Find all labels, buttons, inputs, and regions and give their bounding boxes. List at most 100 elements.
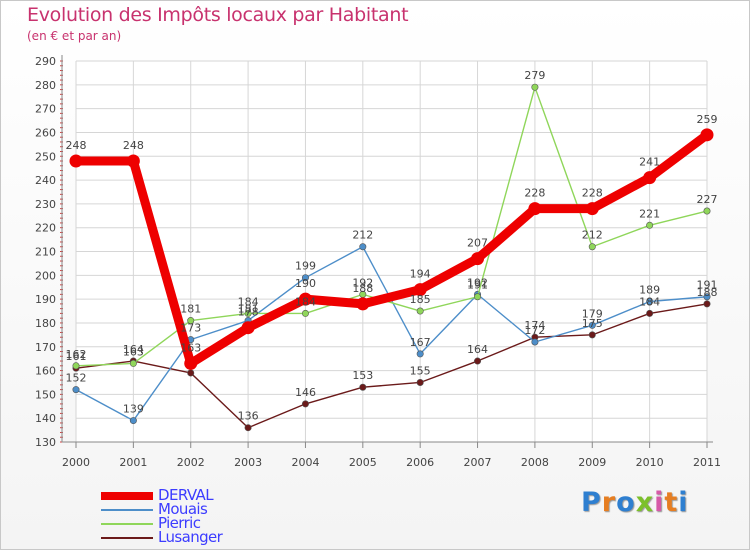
data-point-mouais [703, 293, 711, 301]
data-label-pierric: 221 [639, 207, 660, 220]
x-tick-label: 2010 [636, 456, 664, 469]
data-point-lusanger [646, 309, 654, 317]
data-label-lusanger: 146 [295, 386, 316, 399]
legend-swatch [101, 509, 153, 511]
data-label-pierric: 162 [66, 348, 87, 361]
data-point-pierric [588, 243, 596, 251]
legend-label: DERVAL [158, 486, 214, 504]
data-point-derval [126, 154, 140, 168]
x-tick-label: 2009 [578, 456, 606, 469]
data-point-derval [69, 154, 83, 168]
x-tick-label: 2003 [234, 456, 262, 469]
data-point-mouais [129, 417, 137, 425]
data-label-pierric: 227 [697, 193, 718, 206]
data-label-mouais: 212 [352, 229, 373, 242]
logo-letter: o [616, 487, 636, 518]
data-label-mouais: 191 [697, 279, 718, 292]
y-tick-label: 170 [35, 341, 56, 354]
data-label-derval: 241 [639, 156, 660, 169]
data-label-derval: 248 [66, 139, 87, 152]
chart-subtitle: (en € et par an) [27, 29, 122, 43]
y-tick-label: 130 [35, 436, 56, 449]
data-point-derval [528, 202, 542, 216]
data-point-mouais [301, 274, 309, 282]
data-label-pierric: 184 [295, 295, 316, 308]
data-label-derval: 259 [697, 113, 718, 126]
y-tick-label: 280 [35, 79, 56, 92]
data-point-derval [700, 128, 714, 142]
data-label-lusanger: 153 [352, 369, 373, 382]
series-layer [69, 83, 714, 432]
data-label-pierric: 181 [180, 303, 201, 316]
logo-letter: i [678, 487, 689, 518]
data-label-pierric: 192 [352, 276, 373, 289]
data-label-derval: 228 [582, 187, 603, 200]
chart-title: Evolution des Impôts locaux par Habitant [27, 4, 409, 26]
y-tick-label: 150 [35, 388, 56, 401]
y-tick-label: 260 [35, 126, 56, 139]
data-point-derval [298, 292, 312, 306]
data-point-derval [184, 356, 198, 370]
data-point-lusanger [416, 378, 424, 386]
data-point-pierric [129, 359, 137, 367]
data-label-lusanger: 184 [639, 295, 660, 308]
data-label-mouais: 173 [180, 322, 201, 335]
data-point-pierric [416, 307, 424, 315]
legend-label: Pierric [158, 514, 201, 532]
y-tick-label: 160 [35, 365, 56, 378]
data-point-pierric [301, 309, 309, 317]
logo-letter: P [581, 487, 602, 518]
data-label-derval: 178 [238, 306, 259, 319]
data-point-lusanger [703, 300, 711, 308]
data-label-lusanger: 164 [467, 343, 488, 356]
logo-letter: t [664, 487, 679, 518]
data-label-pierric: 163 [123, 345, 144, 358]
legend-label: Mouais [158, 500, 208, 518]
x-tick-label: 2005 [349, 456, 377, 469]
data-point-mouais [646, 298, 654, 306]
x-tick-label: 2008 [521, 456, 549, 469]
data-point-pierric [474, 293, 482, 301]
y-tick-label: 290 [35, 55, 56, 68]
data-point-mouais [72, 386, 80, 394]
proxiti-logo: Proxiti [581, 487, 689, 518]
data-label-lusanger: 174 [524, 319, 545, 332]
data-label-mouais: 139 [123, 403, 144, 416]
data-point-derval [643, 171, 657, 185]
data-label-derval: 190 [295, 277, 316, 290]
legend-swatch [101, 523, 153, 525]
data-point-mouais [416, 350, 424, 358]
y-tick-label: 140 [35, 412, 56, 425]
data-point-lusanger [588, 331, 596, 339]
data-label-derval: 163 [180, 341, 201, 354]
data-label-derval: 228 [524, 187, 545, 200]
y-tick-label: 250 [35, 150, 56, 163]
legend-swatch [101, 537, 153, 539]
data-point-derval [356, 297, 370, 311]
data-point-derval [241, 321, 255, 335]
data-label-lusanger: 188 [697, 286, 718, 299]
data-label-lusanger: 136 [238, 410, 259, 423]
data-label-pierric: 191 [467, 279, 488, 292]
x-tick-label: 2011 [693, 456, 721, 469]
data-label-lusanger: 161 [66, 350, 87, 363]
data-label-mouais: 189 [639, 284, 660, 297]
y-tick-label: 190 [35, 293, 56, 306]
data-point-pierric [72, 362, 80, 370]
data-point-lusanger [187, 369, 195, 377]
legend-swatch [101, 492, 153, 500]
x-tick-label: 2007 [464, 456, 492, 469]
data-label-lusanger: 164 [123, 343, 144, 356]
data-label-pierric: 185 [410, 293, 431, 306]
data-label-mouais: 181 [238, 303, 259, 316]
data-point-lusanger [301, 400, 309, 408]
data-label-pierric: 212 [582, 229, 603, 242]
data-point-derval [413, 283, 427, 297]
data-label-pierric: 184 [238, 295, 259, 308]
logo-letter: r [601, 487, 617, 518]
data-label-lusanger: 175 [582, 317, 603, 330]
data-label-mouais: 172 [524, 324, 545, 337]
data-label-layer: 161 164 136 146 153 155 164 174 175 184 188 152 139 1… [66, 69, 718, 423]
data-point-mouais [359, 243, 367, 251]
